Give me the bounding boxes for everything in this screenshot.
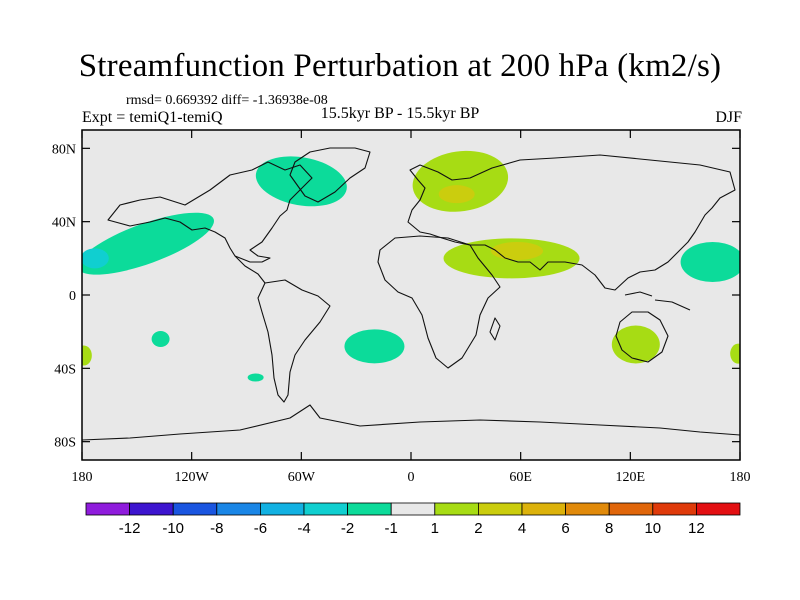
coast-south-america	[257, 279, 331, 403]
colorbar-label: 4	[518, 520, 526, 537]
anomaly-europe	[412, 150, 509, 212]
lat-tick-label: 80S	[54, 436, 76, 451]
period-label: 15.5kyr BP - 15.5kyr BP	[320, 105, 480, 122]
lon-tick-label: 0	[408, 470, 415, 485]
anomaly-australia	[611, 325, 660, 364]
colorbar-swatch	[608, 502, 654, 516]
colorbar-label: 6	[561, 520, 569, 537]
colorbar-label: -1	[385, 520, 398, 537]
lon-tick-label: 120E	[616, 470, 646, 485]
axis-ticks: 180 120W 60W 0 60E 120E 180 80N 40N 0 40S 80S	[52, 130, 751, 485]
coast-madagascar	[489, 317, 501, 341]
colorbar-label: 1	[431, 520, 439, 537]
lat-tick-label: 40N	[52, 216, 76, 231]
lat-tick-label: 80N	[52, 142, 76, 157]
colorbar-label: -10	[162, 520, 184, 537]
colorbar-label: 8	[605, 520, 613, 537]
colorbar-swatch	[390, 502, 436, 516]
anomaly-middle-east-core	[491, 242, 544, 260]
colorbar-swatch	[347, 502, 392, 516]
anomaly-south-pacific-small-2	[247, 373, 264, 382]
anomaly-layer	[82, 150, 740, 382]
colorbar-label: -2	[341, 520, 354, 537]
colorbar-label: -4	[297, 520, 310, 537]
anomaly-south-atlantic	[344, 329, 405, 364]
lon-tick-label: 120W	[175, 470, 210, 485]
colorbar: -12 -10 -8 -6 -4 -2 -1 1 2 4 6 8 10 12	[85, 502, 741, 537]
anomaly-europe-core	[438, 185, 475, 204]
colorbar-label: 2	[474, 520, 482, 537]
colorbar-swatch	[85, 502, 130, 516]
anomaly-south-pacific-small-1	[151, 331, 170, 347]
coast-africa	[377, 235, 501, 369]
colorbar-label: -12	[119, 520, 141, 537]
coast-central-america	[234, 255, 266, 284]
anomaly-north-pacific-west	[680, 242, 740, 282]
season-label: DJF	[715, 109, 742, 126]
lon-tick-label: 60W	[288, 470, 316, 485]
colorbar-swatch	[303, 502, 348, 516]
coast-antarctica	[82, 404, 740, 441]
colorbar-swatch	[652, 502, 697, 516]
coast-maritime	[624, 291, 691, 311]
anomaly-north-pacific-east	[82, 212, 214, 275]
colorbar-swatch	[129, 502, 174, 516]
experiment-label: Expt = temiQ1-temiQ	[82, 109, 223, 126]
anomaly-south-pacific-edge-west	[82, 345, 92, 366]
colorbar-swatch	[565, 502, 610, 516]
stats-text: rmsd= 0.669392 diff= -1.36938e-08	[126, 93, 328, 108]
lon-tick-label: 180	[72, 470, 93, 485]
anomaly-north-atlantic	[255, 156, 347, 207]
plot-background	[82, 130, 740, 460]
colorbar-swatch	[696, 502, 741, 516]
map-title: Streamfunction Perturbation at 200 hPa (…	[78, 48, 722, 84]
colorbar-swatch	[216, 502, 261, 516]
colorbar-label: 10	[644, 520, 661, 537]
coast-greenland	[289, 147, 371, 203]
colorbar-label: -8	[210, 520, 223, 537]
colorbar-swatch	[521, 502, 566, 516]
lat-tick-label: 0	[69, 289, 76, 304]
anomaly-south-pacific-edge-east	[730, 343, 740, 364]
colorbar-swatch	[477, 502, 523, 516]
colorbar-label: 12	[688, 520, 705, 537]
coast-australia	[615, 311, 669, 363]
lon-tick-label: 60E	[509, 470, 532, 485]
colorbar-swatch	[172, 502, 218, 516]
coastlines	[82, 147, 740, 441]
coast-north-america	[107, 161, 313, 263]
colorbar-label: -6	[254, 520, 267, 537]
anomaly-north-pacific-east-core	[82, 248, 109, 269]
colorbar-swatch	[434, 502, 479, 516]
lon-tick-label: 180	[730, 470, 751, 485]
colorbar-swatch	[259, 502, 305, 516]
coast-eurasia	[407, 154, 736, 291]
lat-tick-label: 40S	[54, 362, 76, 377]
